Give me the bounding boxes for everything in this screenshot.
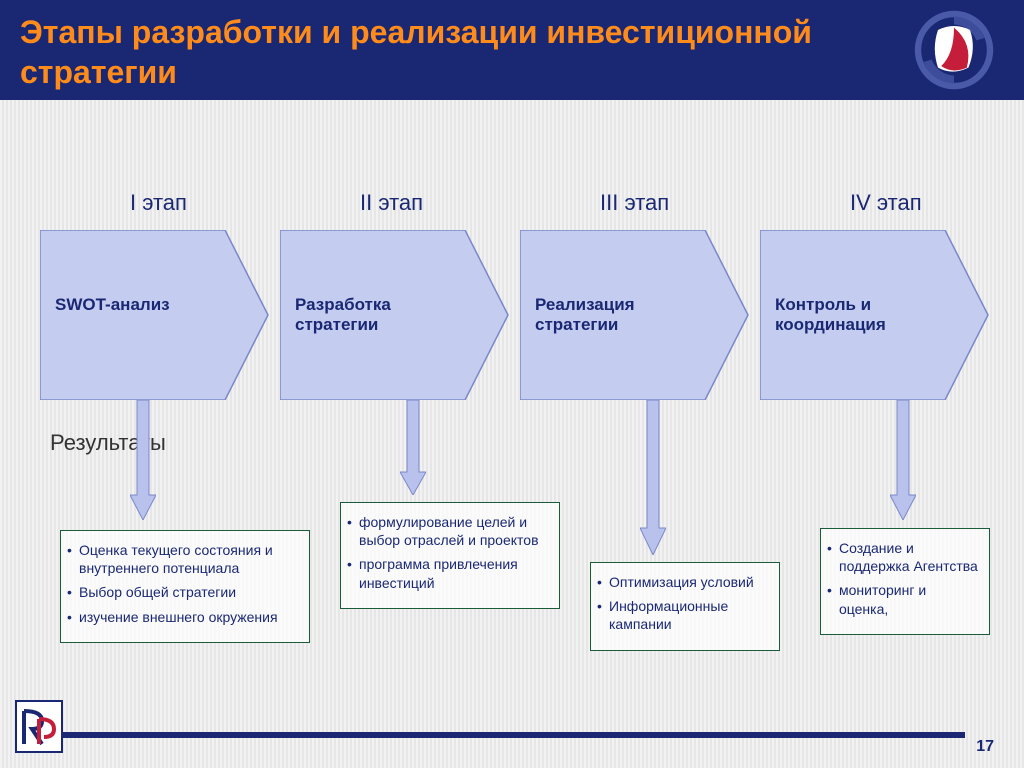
result-item: формулирование целей и выбор отраслей и … (347, 513, 549, 549)
stage-label: IV этап (850, 190, 922, 216)
result-box-1: Оценка текущего состояния и внутреннего … (60, 530, 310, 643)
result-item: программа привлечения инвестиций (347, 555, 549, 591)
chevron-stage-4: Контроль и координация (760, 230, 990, 400)
result-item: мониторинг и оценка, (827, 581, 979, 617)
result-item: Выбор общей стратегии (67, 583, 299, 601)
result-item: Создание и поддержка Агентства (827, 539, 979, 575)
result-item: Оценка текущего состояния и внутреннего … (67, 541, 299, 577)
result-box-3: Оптимизация условий Информационные кампа… (590, 562, 780, 651)
result-item: Информационные кампании (597, 597, 769, 633)
stage-label: I этап (130, 190, 187, 216)
chevron-label: Реализация стратегии (535, 295, 685, 336)
chevron-stage-1: SWOT-анализ (40, 230, 270, 400)
footer-divider (60, 732, 965, 738)
result-box-2: формулирование целей и выбор отраслей и … (340, 502, 560, 609)
chevron-label: SWOT-анализ (55, 295, 205, 315)
chevron-stage-3: Реализация стратегии (520, 230, 750, 400)
down-arrow-icon (640, 400, 666, 555)
chevron-flow: SWOT-анализ Разработка стратегии Реализа… (40, 230, 1000, 400)
stage-label: II этап (360, 190, 423, 216)
stage-label: III этап (600, 190, 669, 216)
slide-title: Этапы разработки и реализации инвестицио… (20, 12, 840, 92)
corner-logo-icon (14, 699, 64, 754)
result-box-4: Создание и поддержка Агентства мониторин… (820, 528, 990, 635)
result-item: Оптимизация условий (597, 573, 769, 591)
chevron-label: Контроль и координация (775, 295, 925, 336)
result-item: изучение внешнего окружения (67, 608, 299, 626)
chevron-stage-2: Разработка стратегии (280, 230, 510, 400)
page-number: 17 (976, 738, 994, 756)
down-arrow-icon (130, 400, 156, 520)
down-arrow-icon (890, 400, 916, 520)
down-arrow-icon (400, 400, 426, 495)
logo-icon (914, 10, 994, 90)
slide-header: Этапы разработки и реализации инвестицио… (0, 0, 1024, 100)
chevron-label: Разработка стратегии (295, 295, 445, 336)
